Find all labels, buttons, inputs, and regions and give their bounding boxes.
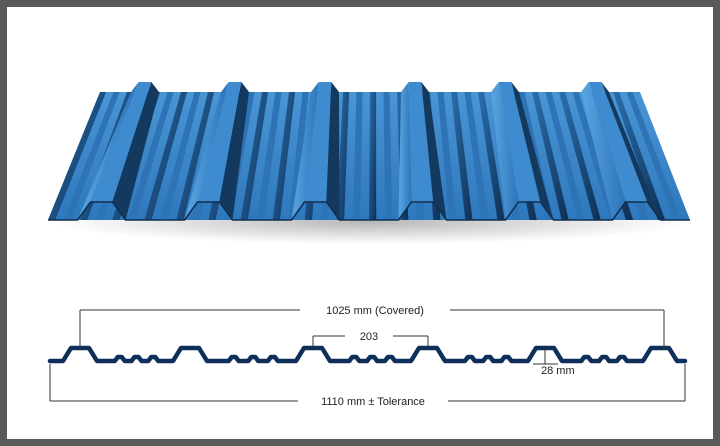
sheet-stripe xyxy=(478,92,505,220)
sheet-stripe xyxy=(437,92,457,220)
sheet-stripe xyxy=(64,92,120,220)
sheet-rib-right-web xyxy=(112,82,159,220)
sheet-rib-crown xyxy=(90,82,152,202)
sheet-rib-crown xyxy=(304,82,332,202)
covered-width-label: 1025 mm (Covered) xyxy=(326,305,424,317)
overall-width-label: 1110 mm ± Tolerance xyxy=(321,396,425,408)
rib-height-dimension xyxy=(533,348,558,365)
sheet-stripe xyxy=(613,92,666,220)
sheet-stripe xyxy=(626,92,682,220)
sheet-rib-left-web xyxy=(291,82,319,220)
sheet-rib-right-web xyxy=(421,82,447,220)
sheet-rib-crown xyxy=(498,82,541,202)
sheet-rib-right-web xyxy=(511,82,554,220)
sheet-stripe xyxy=(545,92,585,220)
sheet-stripe xyxy=(144,92,188,220)
sheet-rib-right-web xyxy=(326,82,340,220)
sheet-rib-right-web xyxy=(219,82,249,220)
sheet-stripe xyxy=(160,92,201,220)
sheet-rib-left-web xyxy=(491,82,519,220)
profile-outline xyxy=(47,345,688,364)
sheet-stripe xyxy=(559,92,601,220)
sheet-rib-left-web xyxy=(581,82,626,220)
sheet-stripe xyxy=(451,92,473,220)
sheet-stripe xyxy=(48,92,107,220)
sheet-rib-crown xyxy=(197,82,242,202)
sheet-stripe xyxy=(256,92,282,220)
roof-sheet-rendering xyxy=(48,82,690,244)
sheet-stripe xyxy=(176,92,215,220)
sheet-front-edge xyxy=(48,201,690,221)
sheet-rib-left-web xyxy=(398,82,412,220)
sheet-rib-left-web xyxy=(184,82,229,220)
sheet-stripe xyxy=(336,92,350,220)
sheet-stripe xyxy=(128,92,174,220)
sheet-stripe xyxy=(532,92,569,220)
sheet-stripe xyxy=(288,92,309,220)
sheet-rib-right-web xyxy=(601,82,661,220)
sheet-rib-left-web xyxy=(77,82,139,220)
rib-pitch-label: 203 xyxy=(360,331,378,343)
overall-width-dimension xyxy=(49,364,686,402)
sheet-stripe xyxy=(383,92,393,220)
sheet-stripe xyxy=(272,92,296,220)
sheet-stripe xyxy=(369,92,377,220)
rib-pitch-dimension xyxy=(312,335,429,348)
sheet-stripe xyxy=(352,92,363,220)
sheet-rib-crown xyxy=(408,82,434,202)
covered-width-dimension xyxy=(79,309,665,350)
sheet-surface xyxy=(48,82,690,221)
sheet-stripe xyxy=(464,92,489,220)
sheet-rib-crown xyxy=(588,82,648,202)
cross-section xyxy=(47,345,688,364)
rib-height-label: 28 mm xyxy=(541,365,575,377)
sheet-stripe xyxy=(240,92,269,220)
